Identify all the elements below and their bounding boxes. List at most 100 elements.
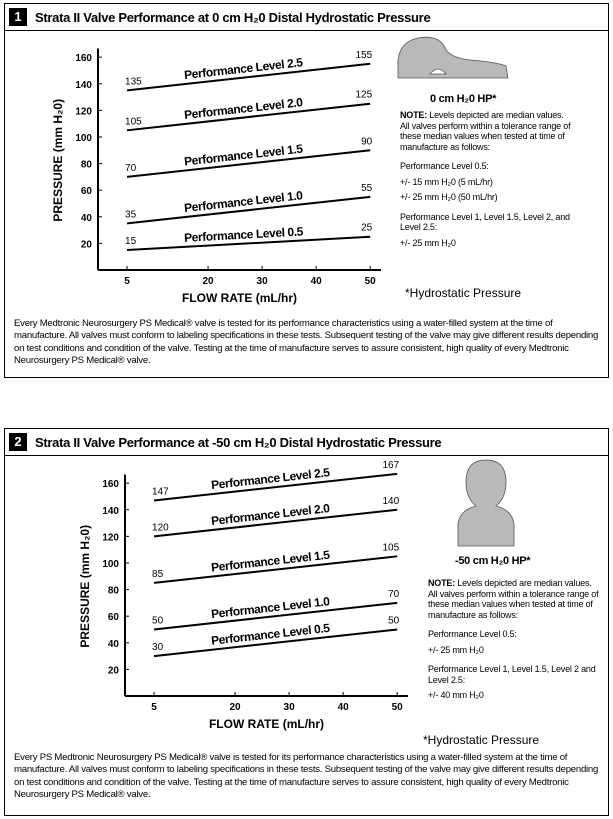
x-axis-label: FLOW RATE (mL/hr)	[209, 717, 324, 731]
x-tick-label: 5	[151, 702, 157, 713]
description: Every Medtronic Neurosurgery PS Medical®…	[14, 318, 599, 367]
tolerance-line: +/- 40 mm H₂0	[428, 690, 484, 700]
y-tick-label: 100	[102, 559, 119, 570]
series-name: Performance Level 0.5	[184, 224, 304, 245]
icon-lying-person	[397, 36, 509, 79]
value-label: 155	[356, 50, 373, 61]
note-text: Levels depicted are median values. All v…	[428, 578, 599, 620]
y-tick-label: 120	[75, 106, 92, 117]
panel-title: Strata II Valve Performance at 0 cm H₂0 …	[35, 10, 431, 25]
panel-number: 1	[9, 8, 27, 26]
footnote: *Hydrostatic Pressure	[423, 733, 540, 747]
x-tick-label: 50	[365, 276, 377, 287]
y-tick-label: 40	[108, 639, 120, 650]
series-line	[126, 195, 371, 225]
value-label: 25	[361, 223, 373, 234]
series-line	[126, 102, 371, 132]
y-tick-label: 100	[75, 133, 92, 144]
value-label: 70	[125, 163, 137, 174]
tolerance-heading: Performance Level 0.5:	[400, 161, 489, 171]
tolerance-line: +/- 15 mm H₂0 (5 mL/hr)	[400, 176, 493, 187]
y-tick-label: 140	[102, 506, 119, 517]
note: NOTE: Levels depicted are median values.…	[400, 110, 572, 152]
tolerance: Performance Level 1, Level 1.5, Level 2 …	[428, 664, 600, 701]
tolerance-line: +/- 25 mm H₂0	[400, 237, 456, 248]
panel-header: 1 Strata II Valve Performance at 0 cm H₂0…	[5, 4, 608, 31]
y-axis-label: PRESSURE (mm H₂0)	[51, 99, 65, 222]
value-label: 135	[125, 76, 142, 87]
tolerance: Performance Level 0.5: +/- 25 mm H₂0	[428, 629, 600, 655]
series-line	[153, 508, 398, 538]
x-tick-label: 30	[257, 276, 269, 287]
hp-label: 0 cm H₂0 HP*	[430, 93, 497, 105]
y-axis-label: PRESSURE (mm H₂0)	[78, 525, 92, 648]
value-label: 105	[125, 116, 142, 127]
x-tick-label: 5	[124, 276, 130, 287]
tolerance-heading: Performance Level 1, Level 1.5, Level 2,…	[400, 211, 570, 233]
value-label: 35	[125, 209, 137, 220]
panel: 2 Strata II Valve Performance at -50 cm H…	[4, 428, 609, 816]
value-label: 140	[383, 496, 400, 507]
tolerance-heading: Performance Level 0.5:	[428, 629, 517, 639]
y-tick-label: 60	[81, 186, 93, 197]
series-line	[153, 555, 398, 584]
value-label: 30	[152, 642, 164, 653]
footnote: *Hydrostatic Pressure	[405, 286, 522, 300]
tolerance: Performance Level 0.5: +/- 15 mm H₂0 (5 m…	[400, 161, 572, 203]
x-tick-label: 20	[230, 702, 242, 713]
tolerance-line: +/- 25 mm H₂0 (50 mL/hr)	[400, 192, 498, 202]
value-label: 105	[383, 542, 400, 553]
y-tick-label: 20	[108, 665, 120, 676]
note-block: NOTE: Levels depicted are median values.…	[400, 110, 572, 248]
y-tick-label: 60	[108, 612, 120, 623]
y-tick-label: 120	[102, 532, 119, 543]
x-tick-label: 20	[203, 276, 215, 287]
y-tick-label: 80	[108, 586, 120, 597]
panel: 1 Strata II Valve Performance at 0 cm H₂0…	[4, 3, 609, 378]
value-label: 70	[388, 589, 400, 600]
series-line	[153, 601, 398, 631]
x-axis-label: FLOW RATE (mL/hr)	[182, 291, 297, 305]
value-label: 55	[361, 183, 373, 194]
value-label: 147	[152, 486, 169, 497]
note-block: NOTE: Levels depicted are median values.…	[428, 578, 600, 701]
series-line	[126, 62, 371, 92]
value-label: 167	[383, 460, 400, 471]
hp-label: -50 cm H₂0 HP*	[455, 555, 531, 567]
note-label: NOTE:	[400, 110, 427, 120]
value-label: 15	[125, 236, 137, 247]
series-line	[126, 235, 371, 252]
y-tick-label: 80	[81, 160, 93, 171]
x-tick-label: 40	[338, 702, 350, 713]
note-label: NOTE:	[428, 578, 455, 588]
series-line	[153, 472, 398, 502]
x-tick-label: 40	[311, 276, 323, 287]
y-tick-label: 140	[75, 80, 92, 91]
value-label: 125	[356, 90, 373, 101]
y-tick-label: 160	[102, 479, 119, 490]
panel-number: 2	[9, 433, 27, 451]
value-label: 50	[388, 615, 400, 626]
note-text: Levels depicted are median values. All v…	[400, 110, 571, 152]
series-line	[153, 628, 398, 658]
value-label: 85	[152, 569, 164, 580]
x-tick-label: 50	[392, 702, 404, 713]
value-label: 90	[361, 136, 373, 147]
series-line	[126, 149, 371, 178]
tolerance-line: +/- 25 mm H₂0	[428, 644, 484, 655]
tolerance: Performance Level 1, Level 1.5, Level 2,…	[400, 212, 572, 249]
panel-title: Strata II Valve Performance at -50 cm H₂…	[35, 435, 442, 450]
value-label: 50	[152, 615, 164, 626]
y-tick-label: 20	[81, 239, 93, 250]
x-tick-label: 30	[284, 702, 296, 713]
y-tick-label: 160	[75, 53, 92, 64]
icon-sitting-person	[457, 459, 515, 547]
y-tick-label: 40	[81, 213, 93, 224]
description: Every PS Medtronic Neurosurgery PS Medic…	[14, 752, 599, 801]
note: NOTE: Levels depicted are median values.…	[428, 578, 600, 620]
value-label: 120	[152, 522, 169, 533]
panel-header: 2 Strata II Valve Performance at -50 cm H…	[5, 429, 608, 456]
tolerance-heading: Performance Level 1, Level 1.5, Level 2 …	[428, 664, 596, 685]
